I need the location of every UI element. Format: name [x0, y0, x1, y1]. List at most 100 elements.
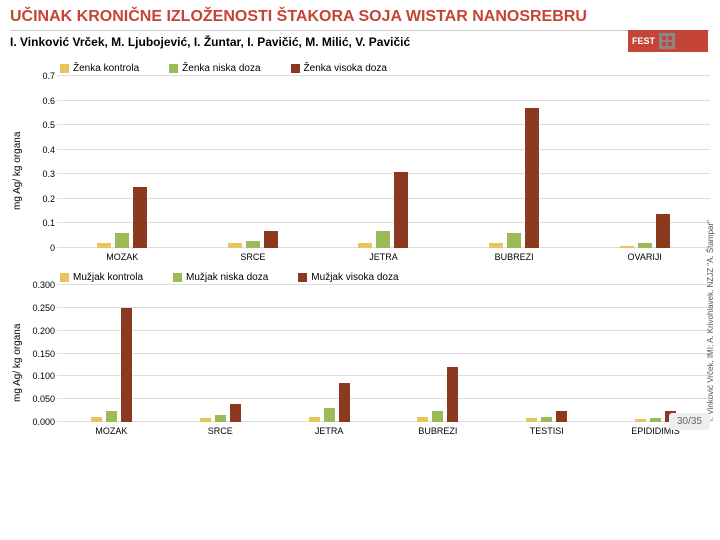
bar — [417, 417, 428, 422]
bar — [133, 187, 147, 248]
bar — [526, 418, 537, 422]
bar — [376, 231, 390, 248]
chart-female: Ženka kontrola Ženka niska doza Ženka viso… — [0, 57, 720, 266]
bar — [121, 308, 132, 422]
legend-item: Ženka kontrola — [60, 63, 139, 74]
bar — [309, 417, 320, 422]
bar — [115, 233, 129, 248]
y-tick: 0.000 — [32, 417, 55, 427]
bar — [620, 246, 634, 248]
logo-badge: FEST — [628, 30, 708, 52]
logo-icon — [659, 33, 675, 49]
legend-swatch-icon — [60, 64, 69, 73]
bar-group — [275, 285, 384, 422]
authors-line: I. Vinković Vrček, M. Ljubojević, I. Žun… — [0, 31, 720, 57]
y-tick: 0.6 — [42, 96, 55, 106]
bar — [358, 243, 372, 248]
y-axis: 00.10.20.30.40.50.60.7 — [25, 76, 57, 248]
legend-label: Mužjak niska doza — [186, 272, 268, 283]
y-tick: 0.5 — [42, 120, 55, 130]
y-axis: 0.0000.0500.1000.1500.2000.2500.300 — [25, 285, 57, 422]
bar-group — [188, 76, 319, 248]
bar — [230, 404, 241, 422]
bar — [656, 214, 670, 248]
x-label: OVARIJI — [579, 250, 710, 266]
x-label: TESTISI — [492, 424, 601, 440]
y-tick: 0.150 — [32, 349, 55, 359]
legend-female: Ženka kontrola Ženka niska doza Ženka viso… — [60, 63, 710, 74]
legend-label: Ženka kontrola — [73, 63, 139, 74]
bar — [394, 172, 408, 248]
chart-male: Mužjak kontrola Mužjak niska doza Mužjak v… — [0, 266, 720, 440]
y-tick: 0.4 — [42, 145, 55, 155]
y-tick: 0.7 — [42, 71, 55, 81]
x-label: MOZAK — [57, 424, 166, 440]
x-label: JETRA — [275, 424, 384, 440]
legend-item: Mužjak niska doza — [173, 272, 268, 283]
legend-item: Mužjak kontrola — [60, 272, 143, 283]
legend-swatch-icon — [298, 273, 307, 282]
y-axis-label: mg Ag/ kg organa — [10, 285, 25, 440]
y-tick: 0.100 — [32, 371, 55, 381]
x-label: JETRA — [318, 250, 449, 266]
bar — [447, 367, 458, 422]
bar — [635, 419, 646, 422]
bar — [525, 108, 539, 248]
bar — [432, 411, 443, 422]
legend-label: Mužjak visoka doza — [311, 272, 398, 283]
bar — [638, 243, 652, 248]
y-tick: 0.250 — [32, 303, 55, 313]
y-tick: 0.050 — [32, 394, 55, 404]
bar — [541, 417, 552, 422]
legend-swatch-icon — [169, 64, 178, 73]
y-tick: 0.1 — [42, 218, 55, 228]
side-credit: I. Vinković Vrček, IMI; A. Krivohlavek, … — [706, 220, 716, 421]
bar-group — [166, 285, 275, 422]
legend-item: Ženka niska doza — [169, 63, 260, 74]
bar — [556, 411, 567, 422]
bars-area — [57, 76, 710, 248]
legend-item: Ženka visoka doza — [291, 63, 387, 74]
bar-group — [449, 76, 580, 248]
bar-group — [57, 76, 188, 248]
page-number: 30/35 — [669, 413, 710, 430]
bar — [339, 383, 350, 422]
bar — [507, 233, 521, 248]
bar-group — [383, 285, 492, 422]
bar — [91, 417, 102, 422]
y-tick: 0.3 — [42, 169, 55, 179]
x-axis: MOZAKSRCEJETRABUBREZITESTISIEPIDIDIMIS — [57, 424, 710, 440]
page-title: UČINAK KRONIČNE IZLOŽENOSTI ŠTAKORA SOJA… — [0, 0, 720, 30]
bar — [489, 243, 503, 248]
x-label: BUBREZI — [449, 250, 580, 266]
bar-group — [318, 76, 449, 248]
bar-group — [492, 285, 601, 422]
y-axis-label: mg Ag/ kg organa — [10, 76, 25, 266]
x-axis: MOZAKSRCEJETRABUBREZIOVARIJI — [57, 250, 710, 266]
x-label: SRCE — [188, 250, 319, 266]
legend-item: Mužjak visoka doza — [298, 272, 398, 283]
legend-swatch-icon — [173, 273, 182, 282]
legend-label: Ženka visoka doza — [304, 63, 387, 74]
y-tick: 0.2 — [42, 194, 55, 204]
legend-label: Ženka niska doza — [182, 63, 260, 74]
bar — [200, 418, 211, 422]
bar — [106, 411, 117, 422]
bars-area — [57, 285, 710, 422]
bar — [215, 415, 226, 422]
bar — [650, 418, 661, 422]
bar — [97, 243, 111, 248]
y-tick: 0 — [50, 243, 55, 253]
bar — [264, 231, 278, 248]
y-tick: 0.200 — [32, 326, 55, 336]
x-label: SRCE — [166, 424, 275, 440]
bar-group — [57, 285, 166, 422]
y-tick: 0.300 — [32, 280, 55, 290]
legend-male: Mužjak kontrola Mužjak niska doza Mužjak v… — [60, 272, 710, 283]
bar — [228, 243, 242, 248]
bar — [246, 241, 260, 248]
x-label: BUBREZI — [383, 424, 492, 440]
legend-label: Mužjak kontrola — [73, 272, 143, 283]
legend-swatch-icon — [291, 64, 300, 73]
logo-text: FEST — [628, 36, 655, 46]
